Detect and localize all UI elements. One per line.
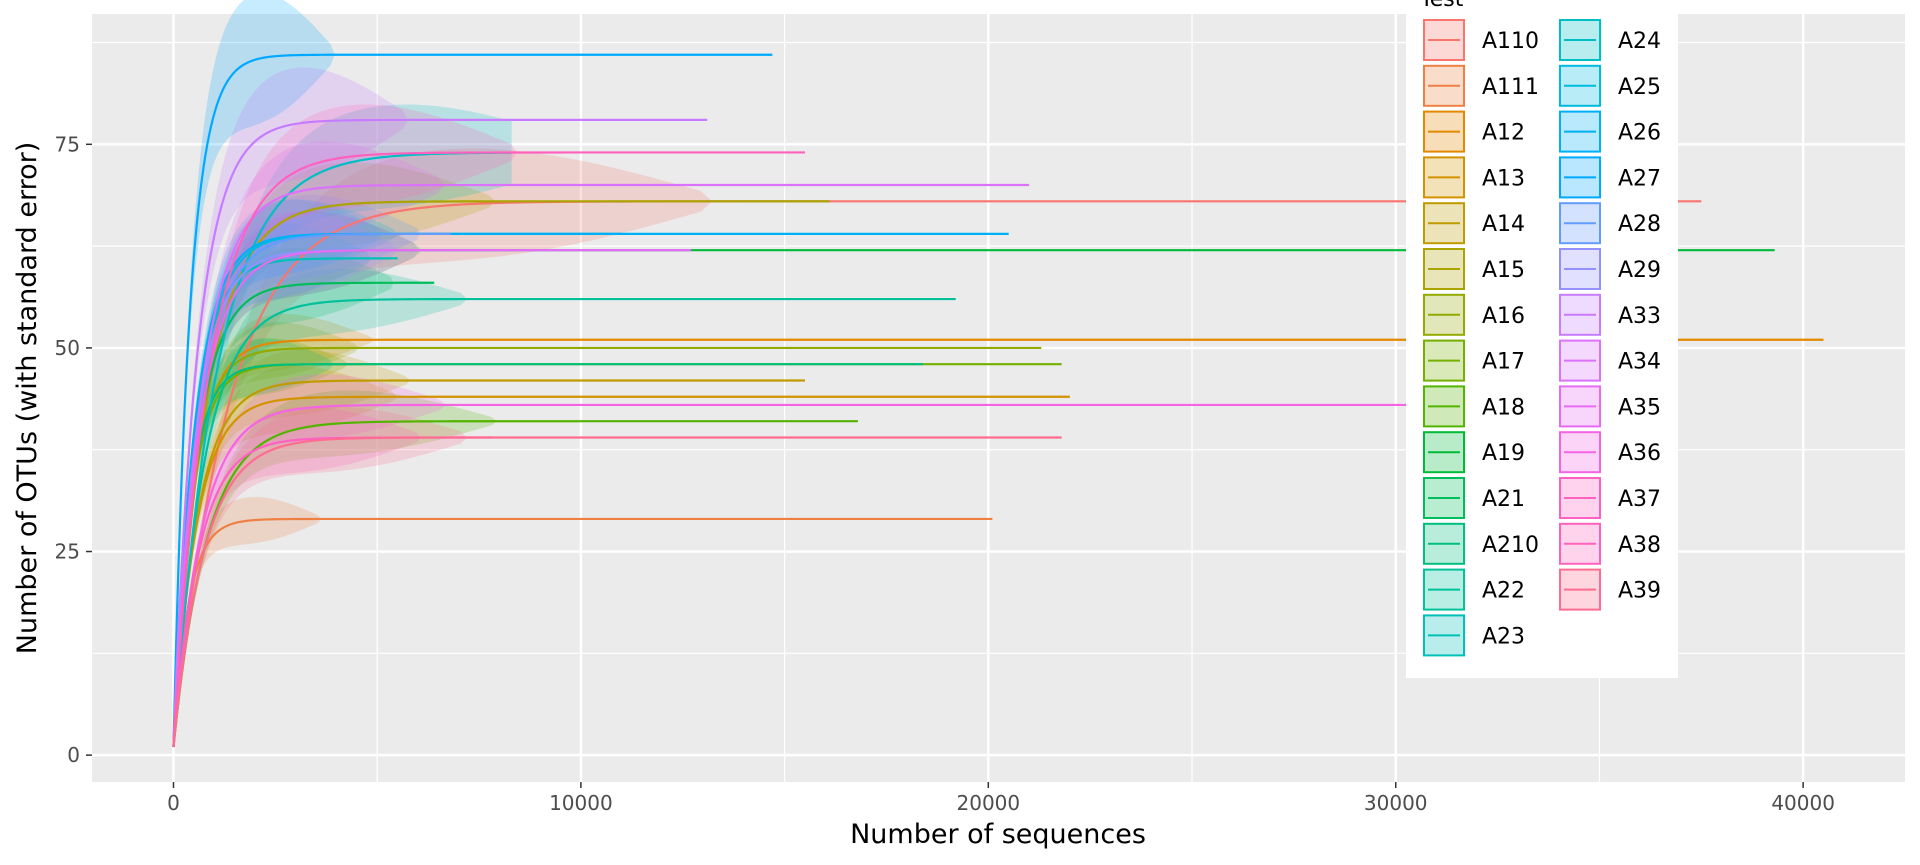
legend-item-A16: A16 bbox=[1423, 293, 1525, 336]
legend-item-A22: A22 bbox=[1423, 568, 1525, 611]
legend-item-A26: A26 bbox=[1559, 110, 1661, 153]
legend-background bbox=[1406, 0, 1678, 678]
y-axis-ticks: 0 25 50 75 bbox=[55, 132, 92, 767]
legend-label: A34 bbox=[1618, 350, 1661, 375]
y-tick-label: 75 bbox=[55, 132, 80, 156]
series-line-A36 bbox=[172, 403, 1417, 748]
legend-label: A15 bbox=[1482, 258, 1525, 283]
legend-label: A22 bbox=[1482, 579, 1525, 604]
legend-label: A19 bbox=[1482, 441, 1525, 466]
legend-item-A18: A18 bbox=[1423, 385, 1525, 428]
series-ribbon-A39 bbox=[173, 406, 1062, 747]
legend-item-A28: A28 bbox=[1559, 202, 1661, 245]
series-line-A39 bbox=[172, 436, 1062, 748]
legend-label: A21 bbox=[1482, 487, 1525, 512]
series-line-A27 bbox=[172, 53, 773, 748]
legend-item-A35: A35 bbox=[1559, 385, 1661, 428]
series-ribbon-A16 bbox=[173, 322, 1042, 747]
y-tick-label: 25 bbox=[55, 540, 80, 564]
series-ribbon-A111 bbox=[173, 496, 993, 747]
series-ribbon-A14 bbox=[173, 349, 805, 747]
legend-title: Test bbox=[1419, 0, 1464, 12]
legend-label: A12 bbox=[1482, 121, 1525, 146]
legend-label: A29 bbox=[1618, 258, 1661, 283]
legend-item-A15: A15 bbox=[1423, 248, 1525, 290]
x-tick-label: 40000 bbox=[1771, 791, 1835, 815]
legend-label: A39 bbox=[1618, 579, 1661, 604]
legend: Test A110 A111 A12 A13 A14 A15 A16 A17 A18 A19 A21… bbox=[1406, 0, 1678, 678]
legend-item-A17: A17 bbox=[1423, 339, 1525, 382]
legend-label: A38 bbox=[1618, 533, 1661, 558]
legend-label: A37 bbox=[1618, 487, 1661, 512]
legend-label: A28 bbox=[1618, 212, 1661, 237]
legend-item-A21: A21 bbox=[1423, 477, 1525, 519]
legend-label: A210 bbox=[1482, 533, 1539, 558]
legend-item-A13: A13 bbox=[1423, 156, 1525, 199]
series-line-A34 bbox=[172, 183, 1030, 748]
legend-item-A25: A25 bbox=[1559, 64, 1661, 107]
legend-item-A36: A36 bbox=[1559, 431, 1661, 474]
series-line-A35 bbox=[172, 249, 691, 748]
y-axis-title: Number of OTUs (with standard error) bbox=[12, 142, 43, 654]
legend-label: A18 bbox=[1482, 395, 1525, 420]
legend-label: A26 bbox=[1618, 121, 1661, 146]
legend-item-A110: A110 bbox=[1423, 19, 1539, 61]
x-tick-label: 20000 bbox=[957, 791, 1021, 815]
legend-label: A111 bbox=[1482, 75, 1539, 100]
legend-label: A33 bbox=[1618, 304, 1661, 329]
legend-item-A33: A33 bbox=[1559, 293, 1661, 336]
series-ribbon-A210 bbox=[173, 338, 924, 747]
legend-label: A110 bbox=[1482, 29, 1539, 54]
x-tick-label: 30000 bbox=[1364, 791, 1428, 815]
series-ribbon-A19 bbox=[173, 211, 1775, 747]
legend-item-A19: A19 bbox=[1423, 431, 1525, 474]
legend-label: A16 bbox=[1482, 304, 1525, 329]
series-ribbon-A34 bbox=[173, 141, 1030, 747]
legend-item-A27: A27 bbox=[1559, 156, 1661, 199]
legend-label: A24 bbox=[1618, 29, 1661, 54]
legend-item-A23: A23 bbox=[1423, 614, 1525, 657]
series-lines bbox=[172, 53, 1824, 748]
series-ribbon-A110 bbox=[173, 148, 1702, 747]
legend-label: A25 bbox=[1618, 75, 1661, 100]
series-ribbon-A17 bbox=[173, 338, 1062, 747]
series-line-A111 bbox=[172, 517, 993, 748]
legend-label: A13 bbox=[1482, 166, 1525, 191]
legend-label: A14 bbox=[1482, 212, 1525, 237]
legend-item-A34: A34 bbox=[1559, 339, 1661, 382]
legend-item-A39: A39 bbox=[1559, 568, 1661, 611]
legend-item-A38: A38 bbox=[1559, 522, 1661, 565]
legend-label: A27 bbox=[1618, 166, 1661, 191]
x-axis-title: Number of sequences bbox=[850, 819, 1146, 850]
legend-item-A12: A12 bbox=[1423, 110, 1525, 153]
legend-item-A111: A111 bbox=[1423, 64, 1539, 107]
series-line-A38 bbox=[172, 151, 805, 748]
y-tick-label: 50 bbox=[55, 336, 80, 360]
series-ribbon-A22 bbox=[173, 268, 956, 747]
legend-item-A24: A24 bbox=[1559, 19, 1661, 61]
x-axis-ticks: 0 10000 20000 30000 40000 bbox=[167, 782, 1835, 815]
legend-label: A17 bbox=[1482, 350, 1525, 375]
legend-item-A14: A14 bbox=[1423, 202, 1525, 245]
x-tick-label: 0 bbox=[167, 791, 180, 815]
series-ribbon-A36 bbox=[173, 374, 1417, 747]
series-line-A33 bbox=[172, 118, 708, 748]
series-line-A24 bbox=[172, 151, 512, 748]
legend-item-A29: A29 bbox=[1559, 248, 1661, 290]
legend-label: A23 bbox=[1482, 624, 1525, 649]
legend-label: A36 bbox=[1618, 441, 1661, 466]
legend-label: A35 bbox=[1618, 395, 1661, 420]
x-tick-label: 10000 bbox=[549, 791, 613, 815]
legend-item-A210: A210 bbox=[1423, 522, 1539, 565]
legend-item-A37: A37 bbox=[1559, 477, 1661, 519]
y-tick-label: 0 bbox=[67, 743, 80, 767]
